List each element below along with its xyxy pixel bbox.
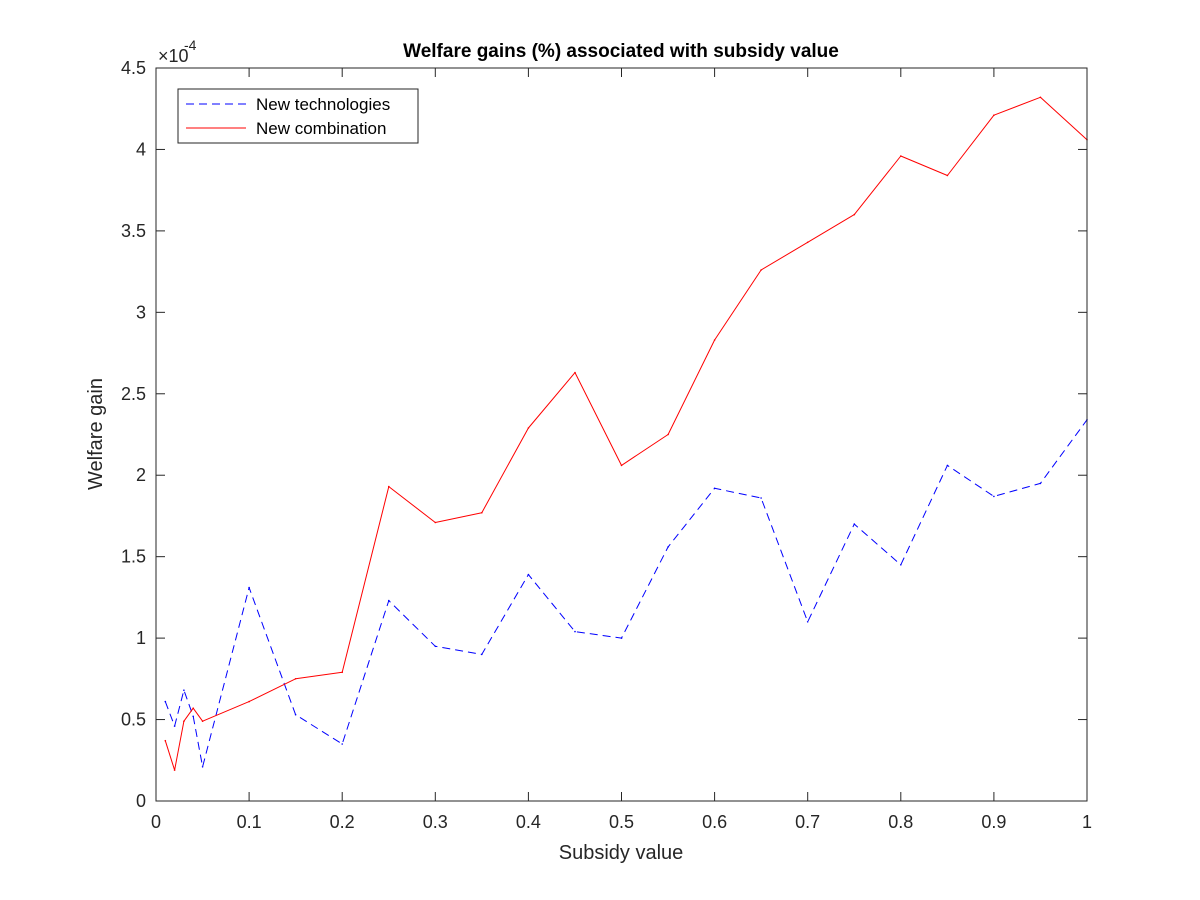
data-point-new-combination — [201, 720, 204, 722]
x-tick-label: 0.7 — [795, 812, 820, 832]
x-tick-label: 0.1 — [237, 812, 262, 832]
data-point-new-combination — [388, 485, 390, 488]
data-point-new-combination — [183, 720, 185, 722]
data-point-new-combination — [900, 155, 902, 157]
data-point-new-combination — [527, 427, 530, 429]
y-tick-label: 1.5 — [121, 547, 146, 567]
x-tick-label: 0.3 — [423, 812, 448, 832]
data-point-new-technologies — [527, 573, 530, 576]
data-point-new-combination — [481, 511, 483, 514]
data-point-new-technologies — [900, 564, 902, 566]
y-axis-ticks: 0 0.5 1 1.5 2 2.5 3 3.5 4 4.5 — [121, 58, 1087, 811]
x-tick-label: 1 — [1082, 812, 1092, 832]
data-point-new-technologies — [388, 599, 390, 602]
data-point-new-combination — [173, 769, 176, 771]
data-point-new-technologies — [201, 766, 204, 768]
data-point-new-combination — [294, 678, 297, 680]
data-point-new-combination — [853, 213, 856, 216]
data-point-new-technologies — [294, 713, 297, 716]
x-tick-label: 0.8 — [888, 812, 913, 832]
data-point-new-combination — [993, 114, 995, 116]
data-point-new-combination — [946, 174, 949, 177]
data-point-new-combination — [341, 671, 344, 674]
data-point-new-technologies — [853, 523, 856, 525]
series-line-new-technologies — [164, 419, 1088, 768]
data-point-new-combination — [248, 700, 250, 703]
series-line-new-combination — [164, 96, 1088, 771]
data-point-new-technologies — [760, 497, 762, 499]
y-tick-label: 4.5 — [121, 58, 146, 78]
data-point-new-technologies — [620, 637, 623, 639]
legend: New technologies New combination — [177, 88, 419, 144]
data-point-new-combination — [574, 371, 576, 374]
series-layer — [164, 96, 1088, 771]
data-point-new-technologies — [434, 645, 437, 648]
y-tick-label: 3.5 — [121, 221, 146, 241]
data-point-new-technologies — [713, 487, 716, 490]
x-tick-label: 0.6 — [702, 812, 727, 832]
x-axis-label: Subsidy value — [559, 842, 684, 864]
x-tick-label: 0.5 — [609, 812, 634, 832]
data-point-new-technologies — [806, 621, 809, 623]
y-tick-label: 4 — [136, 139, 146, 159]
y-tick-label: 1 — [136, 628, 146, 648]
data-point-new-technologies — [341, 743, 344, 745]
data-point-new-combination — [164, 739, 167, 742]
x-axis-ticks: 0 0.1 0.2 0.3 0.4 0.5 0.6 0.7 0.8 0.9 1 — [151, 68, 1092, 832]
y-tick-label: 0.5 — [121, 710, 146, 730]
data-point-new-combination — [1039, 96, 1042, 99]
data-point-new-combination — [760, 269, 762, 271]
chart-title: Welfare gains (%) associated with subsid… — [403, 41, 839, 62]
x-tick-label: 0 — [151, 812, 161, 832]
data-point-new-combination — [434, 521, 437, 524]
y-tick-label: 0 — [136, 791, 146, 811]
data-point-new-technologies — [993, 495, 995, 498]
data-point-new-technologies — [667, 546, 669, 548]
plot-area — [156, 68, 1087, 801]
data-point-new-combination — [713, 339, 716, 341]
y-axis-label: Welfare gain — [85, 378, 107, 490]
data-point-new-technologies — [192, 715, 194, 718]
data-point-new-combination — [620, 464, 623, 467]
data-point-new-technologies — [574, 630, 576, 633]
data-point-new-technologies — [248, 586, 250, 589]
data-point-new-technologies — [1039, 482, 1042, 485]
data-point-new-technologies — [164, 700, 167, 703]
y-axis-exponent-value: -4 — [184, 37, 197, 53]
y-tick-label: 2 — [136, 465, 146, 485]
legend-box — [177, 88, 419, 144]
legend-label-new-combination: New combination — [256, 119, 386, 138]
y-tick-label: 2.5 — [121, 384, 146, 404]
data-point-new-technologies — [481, 653, 483, 656]
data-point-new-technologies — [173, 725, 176, 727]
data-point-new-technologies — [183, 689, 185, 691]
y-axis-multiplier: ×10 — [158, 46, 189, 66]
x-tick-label: 0.9 — [981, 812, 1006, 832]
data-point-new-combination — [192, 707, 194, 709]
y-axis-exponent: ×10 -4 — [158, 37, 197, 66]
data-point-new-combination — [667, 433, 669, 436]
x-tick-label: 0.4 — [516, 812, 541, 832]
legend-label-new-technologies: New technologies — [256, 95, 390, 114]
data-point-new-technologies — [946, 464, 949, 467]
x-tick-label: 0.2 — [330, 812, 355, 832]
data-point-new-combination — [806, 241, 809, 244]
y-tick-label: 3 — [136, 302, 146, 322]
